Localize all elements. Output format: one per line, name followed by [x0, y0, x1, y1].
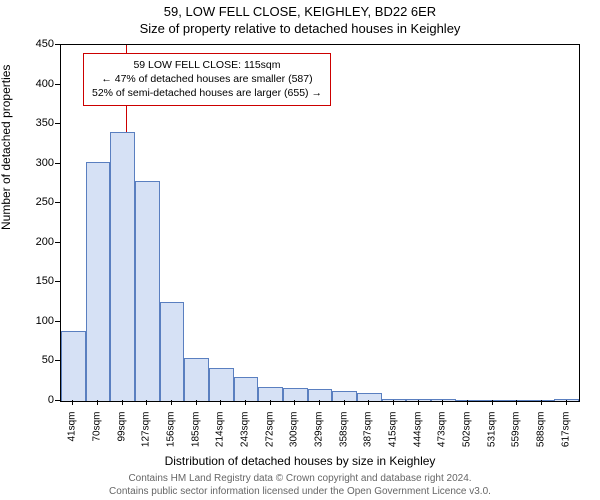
xtick-mark — [442, 400, 443, 405]
xtick-label: 559sqm — [511, 412, 522, 457]
info-line-3: 52% of semi-detached houses are larger (… — [92, 86, 322, 100]
ytick-mark — [55, 123, 60, 124]
xtick-mark — [541, 400, 542, 405]
xtick-label: 617sqm — [560, 412, 571, 457]
copyright-line-1: Contains HM Land Registry data © Crown c… — [0, 473, 600, 486]
xtick-label: 387sqm — [363, 412, 374, 457]
ytick-mark — [55, 360, 60, 361]
ytick-label: 250 — [36, 196, 54, 208]
xtick-mark — [245, 400, 246, 405]
ytick-mark — [55, 321, 60, 322]
xtick-mark — [97, 400, 98, 405]
xtick-mark — [220, 400, 221, 405]
copyright-line-2: Contains public sector information licen… — [0, 486, 600, 499]
histogram-bar — [480, 400, 505, 401]
xtick-mark — [171, 400, 172, 405]
ytick-label: 200 — [36, 236, 54, 248]
xtick-mark — [146, 400, 147, 405]
histogram-bar — [61, 331, 86, 401]
histogram-bar — [332, 391, 357, 401]
ytick-label: 0 — [48, 394, 54, 406]
ytick-label: 400 — [36, 78, 54, 90]
xtick-mark — [122, 400, 123, 405]
ytick-mark — [55, 281, 60, 282]
xtick-label: 99sqm — [116, 412, 127, 457]
xtick-label: 300sqm — [289, 412, 300, 457]
histogram-bar — [86, 162, 111, 401]
xtick-mark — [270, 400, 271, 405]
xtick-label: 185sqm — [190, 412, 201, 457]
xtick-mark — [72, 400, 73, 405]
info-box: 59 LOW FELL CLOSE: 115sqm ← 47% of detac… — [83, 53, 331, 106]
xtick-label: 415sqm — [388, 412, 399, 457]
xtick-label: 531sqm — [486, 412, 497, 457]
xtick-mark — [492, 400, 493, 405]
histogram-bar — [431, 399, 456, 401]
histogram-bar — [135, 181, 160, 401]
ytick-mark — [55, 242, 60, 243]
histogram-bar — [209, 368, 234, 401]
xtick-label: 243sqm — [240, 412, 251, 457]
xtick-label: 473sqm — [437, 412, 448, 457]
histogram-bar — [283, 388, 308, 401]
histogram-bar — [110, 132, 135, 401]
xtick-label: 214sqm — [215, 412, 226, 457]
xtick-mark — [196, 400, 197, 405]
page: { "title_line1": "59, LOW FELL CLOSE, KE… — [0, 0, 600, 500]
copyright-block: Contains HM Land Registry data © Crown c… — [0, 473, 600, 498]
xtick-mark — [368, 400, 369, 405]
info-line-1: 59 LOW FELL CLOSE: 115sqm — [92, 58, 322, 72]
y-axis-label: Number of detached properties — [0, 65, 13, 230]
ytick-label: 50 — [42, 354, 54, 366]
title-block: 59, LOW FELL CLOSE, KEIGHLEY, BD22 6ER S… — [0, 4, 600, 36]
histogram-bar — [160, 302, 185, 401]
xtick-label: 502sqm — [462, 412, 473, 457]
xtick-mark — [393, 400, 394, 405]
ytick-mark — [55, 44, 60, 45]
ytick-label: 450 — [36, 38, 54, 50]
histogram-bar — [554, 399, 579, 401]
ytick-mark — [55, 400, 60, 401]
xtick-mark — [344, 400, 345, 405]
histogram-bar — [184, 358, 209, 402]
xtick-label: 588sqm — [536, 412, 547, 457]
title-address: 59, LOW FELL CLOSE, KEIGHLEY, BD22 6ER — [0, 4, 600, 19]
xtick-label: 358sqm — [338, 412, 349, 457]
histogram-bar — [505, 400, 530, 401]
xtick-mark — [294, 400, 295, 405]
ytick-mark — [55, 84, 60, 85]
info-line-2: ← 47% of detached houses are smaller (58… — [92, 72, 322, 86]
xtick-mark — [516, 400, 517, 405]
xtick-mark — [566, 400, 567, 405]
ytick-label: 150 — [36, 275, 54, 287]
xtick-mark — [467, 400, 468, 405]
xtick-mark — [418, 400, 419, 405]
histogram-bar — [357, 393, 382, 401]
ytick-mark — [55, 202, 60, 203]
ytick-label: 100 — [36, 315, 54, 327]
xtick-mark — [319, 400, 320, 405]
histogram-bar — [406, 399, 431, 401]
xtick-label: 444sqm — [412, 412, 423, 457]
xtick-label: 156sqm — [166, 412, 177, 457]
ytick-mark — [55, 163, 60, 164]
xtick-label: 41sqm — [67, 412, 78, 457]
ytick-label: 300 — [36, 157, 54, 169]
xtick-label: 329sqm — [314, 412, 325, 457]
ytick-label: 350 — [36, 117, 54, 129]
title-subtitle: Size of property relative to detached ho… — [0, 21, 600, 36]
xtick-label: 127sqm — [141, 412, 152, 457]
chart-plot-area: 59 LOW FELL CLOSE: 115sqm ← 47% of detac… — [60, 44, 580, 402]
xtick-label: 272sqm — [264, 412, 275, 457]
histogram-bar — [258, 387, 283, 401]
xtick-label: 70sqm — [92, 412, 103, 457]
histogram-bar — [234, 377, 259, 401]
